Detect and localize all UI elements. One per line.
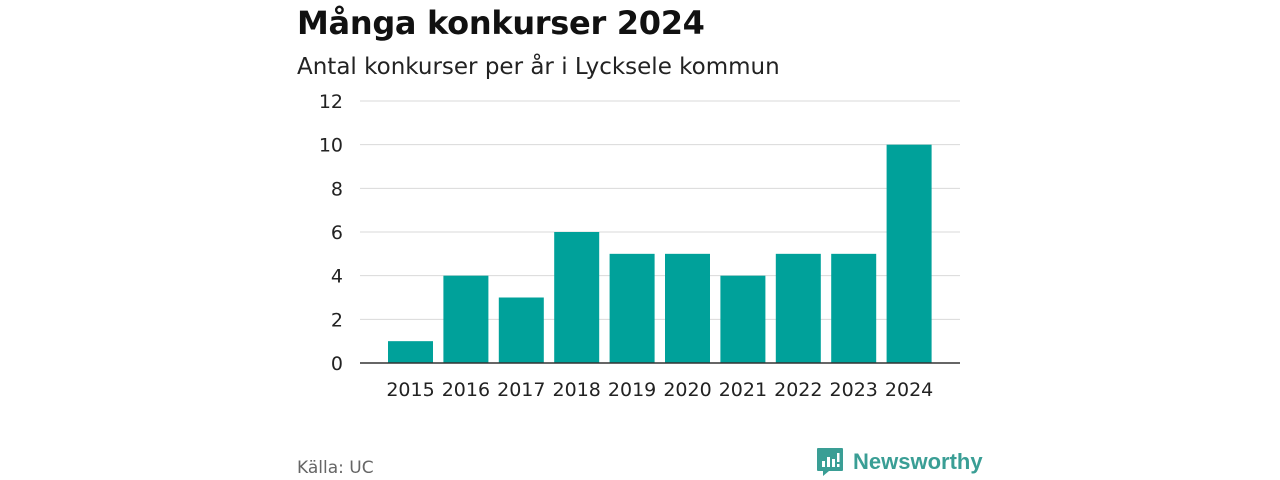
x-tick-label: 2023 (830, 379, 878, 401)
bar-2016 (443, 275, 489, 363)
bar-2022 (775, 253, 821, 363)
bar-2019 (609, 253, 655, 363)
y-axis-ticks: 0 2 4 6 8 10 12 (319, 91, 343, 375)
brand-logo: Newsworthy (815, 446, 983, 478)
bar-2018 (554, 232, 600, 363)
x-tick-label: 2017 (497, 379, 545, 401)
x-tick-label: 2015 (386, 379, 434, 401)
chart-subtitle: Antal konkurser per år i Lycksele kommun (297, 54, 780, 80)
y-tick-label: 8 (331, 178, 343, 200)
y-tick-label: 6 (331, 222, 343, 244)
y-tick-label: 2 (331, 309, 343, 331)
bar-2020 (665, 253, 710, 363)
y-tick-label: 10 (319, 135, 343, 157)
source-note: Källa: UC (297, 458, 374, 478)
x-tick-label: 2019 (608, 379, 656, 401)
x-axis-ticks: 2015 2016 2017 2018 2019 2020 2021 2022 2023 2024 (386, 379, 933, 401)
chart-title: Många konkurser 2024 (297, 4, 705, 42)
bars (388, 144, 932, 363)
bar-2015 (388, 341, 433, 363)
bar-2021 (720, 275, 766, 363)
x-tick-label: 2016 (442, 379, 490, 401)
x-tick-label: 2018 (553, 379, 601, 401)
x-tick-label: 2022 (774, 379, 822, 401)
brand-name: Newsworthy (853, 449, 983, 474)
bar-2023 (831, 253, 877, 363)
bar-2017 (498, 297, 544, 363)
y-tick-label: 4 (331, 266, 343, 288)
newsworthy-logo-icon (817, 448, 843, 476)
y-tick-label: 12 (319, 91, 343, 113)
x-tick-label: 2021 (719, 379, 767, 401)
y-tick-label: 0 (331, 353, 343, 375)
x-tick-label: 2024 (885, 379, 933, 401)
x-tick-label: 2020 (663, 379, 711, 401)
bar-2024 (886, 144, 932, 363)
